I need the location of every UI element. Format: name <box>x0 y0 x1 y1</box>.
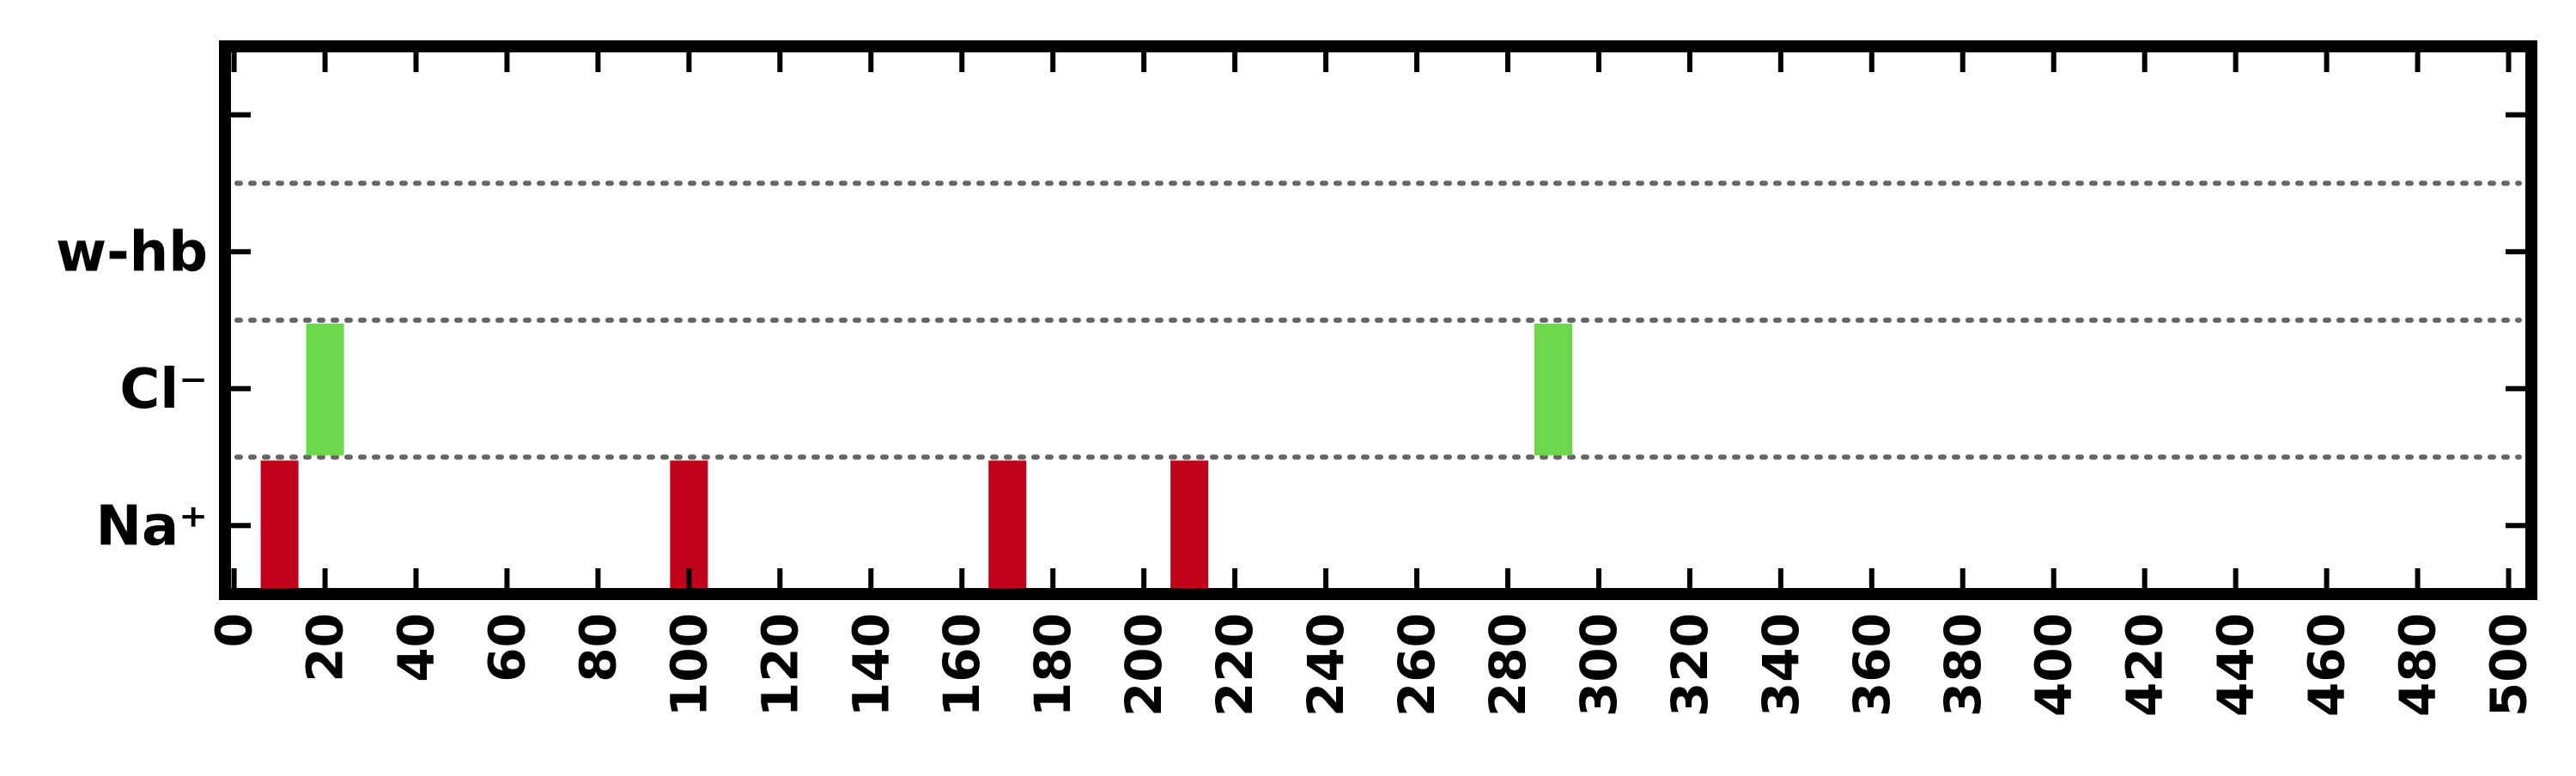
x-tick-label: 340 <box>1752 613 1810 717</box>
x-tick-label: 500 <box>2480 613 2538 717</box>
event-bar <box>1534 324 1572 456</box>
y-tick-label: w-hb <box>56 221 208 284</box>
x-tick-label: 40 <box>387 613 446 682</box>
x-tick-label: 480 <box>2389 613 2447 717</box>
x-tick-label: 140 <box>841 613 900 717</box>
x-tick-label: 0 <box>205 613 264 647</box>
y-tick-label: Cl⁻ <box>119 358 208 421</box>
event-bar <box>1170 460 1209 592</box>
x-tick-label: 200 <box>1115 613 1173 717</box>
x-tick-label: 400 <box>2025 613 2083 717</box>
event-bar <box>988 460 1027 592</box>
x-tick-label: 60 <box>477 613 536 682</box>
x-tick-label: 220 <box>1206 613 1264 717</box>
x-tick-label: 240 <box>1297 613 1355 717</box>
plot-frame <box>219 40 2537 600</box>
x-tick-label: 180 <box>1024 613 1082 717</box>
x-tick-label: 280 <box>1479 613 1537 717</box>
event-bars <box>260 324 1572 592</box>
x-tick-label: 20 <box>296 613 355 682</box>
x-tick-label: 440 <box>2207 613 2265 717</box>
x-tick-label: 100 <box>659 613 718 717</box>
tick-labels: 0 20 40 60 80 100 120 140 160 180 200 220 240 260 280 3… <box>56 221 2538 717</box>
grid-lines <box>234 180 2522 460</box>
x-tick-label: 360 <box>1843 613 1901 717</box>
event-bar <box>260 460 299 592</box>
x-tick-label: 320 <box>1661 613 1719 717</box>
y-tick-label: Na⁺ <box>95 494 208 558</box>
x-tick-label: 80 <box>568 613 627 682</box>
x-tick-label: 120 <box>750 613 809 717</box>
x-tick-label: 160 <box>933 613 991 717</box>
x-tick-label: 460 <box>2298 613 2356 717</box>
x-tick-label: 420 <box>2116 613 2174 717</box>
x-tick-label: 300 <box>1570 613 1628 717</box>
x-tick-label: 260 <box>1388 613 1446 717</box>
event-bar <box>306 324 344 456</box>
x-tick-label: 380 <box>1934 613 1992 717</box>
